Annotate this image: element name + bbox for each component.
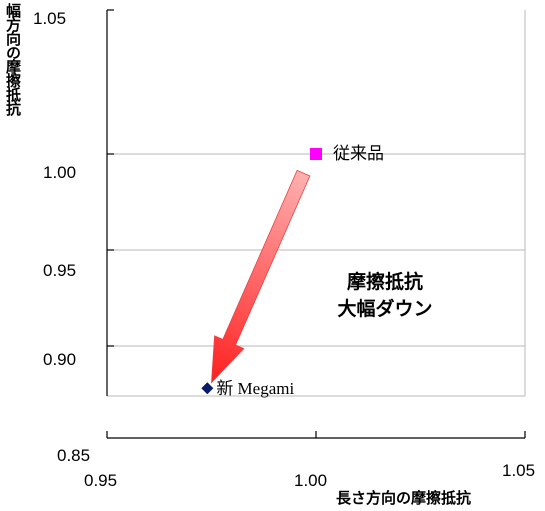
annotation-text: 摩擦抵抗	[347, 270, 423, 293]
y-tick-label: 1.05	[33, 9, 66, 28]
reduction-arrow	[211, 169, 311, 384]
y-tick-label: 0.85	[57, 446, 90, 465]
x-tick-label: 1.05	[502, 461, 535, 480]
reduction-arrow-group	[211, 169, 311, 384]
x-tick-label: 1.00	[294, 471, 327, 490]
axes	[106, 9, 526, 439]
point-label: 従来品	[333, 144, 384, 163]
annotation-text: 大幅ダウン	[337, 297, 432, 320]
gridlines	[107, 10, 526, 397]
y-tick-label: 0.90	[43, 350, 76, 369]
point-label: 新 Megami	[216, 379, 294, 398]
data-points	[201, 148, 322, 395]
y-axis-label: 幅方向の摩擦抵抗	[4, 2, 22, 117]
data-point-square	[310, 148, 322, 160]
y-tick-label: 1.00	[43, 163, 76, 182]
chart-labels: 1.05 1.00 0.95 0.90 0.85 0.95 1.00 1.05 幅方向の摩擦抵抗…	[4, 2, 535, 507]
x-axis-label: 長さ方向の摩擦抵抗	[336, 489, 471, 507]
data-point-diamond	[201, 382, 214, 395]
y-tick-label: 0.95	[43, 261, 76, 280]
x-tick-label: 0.95	[84, 471, 117, 490]
